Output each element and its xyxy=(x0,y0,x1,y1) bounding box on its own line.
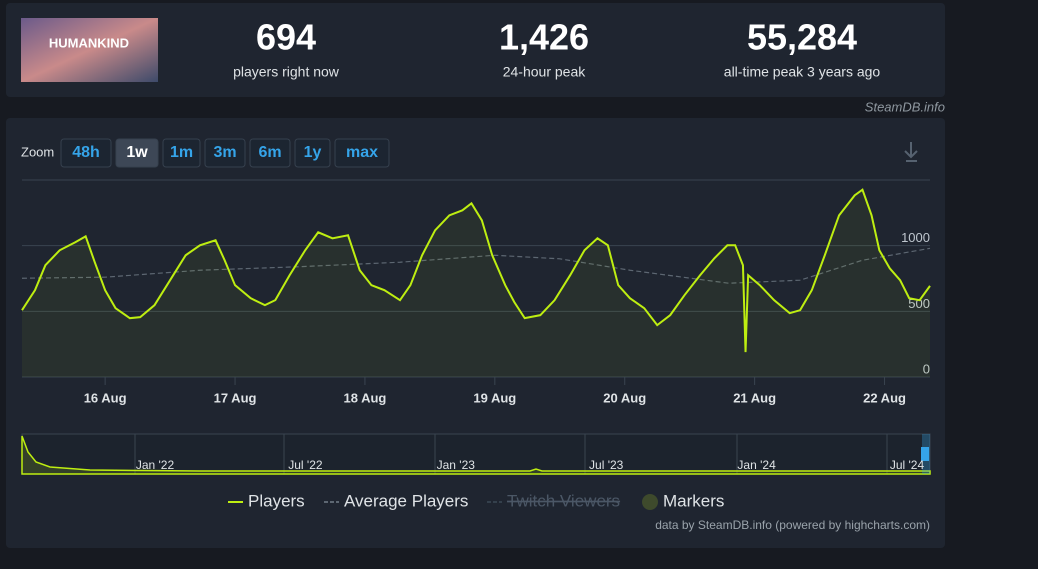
source: SteamDB.info xyxy=(865,99,945,114)
stat-label: all-time peak 3 years ago xyxy=(724,64,881,80)
stat-value: 694 xyxy=(256,17,316,58)
navigator-label: Jan '22 xyxy=(136,458,175,472)
download-icon[interactable] xyxy=(904,142,918,162)
legend-label[interactable]: Markers xyxy=(663,491,724,510)
x-tick-label: 21 Aug xyxy=(733,390,776,405)
credits: data by SteamDB.info (powered by highcha… xyxy=(655,518,930,532)
zoom-label: Zoom xyxy=(21,144,54,159)
navigator-label: Jul '22 xyxy=(288,458,323,472)
x-tick-label: 22 Aug xyxy=(863,390,906,405)
navigator-label: Jan '23 xyxy=(437,458,476,472)
zoom-button[interactable] xyxy=(162,138,201,168)
legend-label[interactable]: Players xyxy=(248,491,305,510)
x-tick-label: 18 Aug xyxy=(344,390,387,405)
stat-label: 24-hour peak xyxy=(503,64,587,80)
legend-symbol[interactable] xyxy=(642,494,658,510)
zoom-button[interactable] xyxy=(334,138,390,168)
navigator-label: Jul '23 xyxy=(589,458,624,472)
legend-label[interactable]: Twitch Viewers xyxy=(507,491,620,510)
zoom-button-label[interactable]: 1w xyxy=(126,144,148,161)
stat-value: 55,284 xyxy=(747,17,857,58)
zoom-button-label[interactable]: 6m xyxy=(258,144,281,161)
zoom-button[interactable] xyxy=(294,138,331,168)
stat-value: 1,426 xyxy=(499,17,589,58)
players-area xyxy=(22,189,930,377)
navigator-label: Jul '24 xyxy=(890,458,925,472)
zoom-button-label[interactable]: max xyxy=(346,144,378,161)
zoom-button-label[interactable]: 3m xyxy=(213,144,236,161)
navigator-label: Jan '24 xyxy=(737,458,776,472)
zoom-button[interactable] xyxy=(115,138,159,168)
navigator-line xyxy=(21,435,931,475)
zoom-button[interactable] xyxy=(60,138,112,168)
x-tick-label: 19 Aug xyxy=(473,390,516,405)
average-line xyxy=(21,247,931,284)
y-tick-label: 0 xyxy=(923,361,930,376)
legend-label[interactable]: Average Players xyxy=(344,491,468,510)
players-line xyxy=(21,188,931,353)
stat-label: players right now xyxy=(233,64,340,80)
zoom-button-label[interactable]: 1m xyxy=(170,144,193,161)
x-tick-label: 20 Aug xyxy=(603,390,646,405)
game-title: HUMANKIND xyxy=(49,35,129,50)
x-tick-label: 17 Aug xyxy=(214,390,257,405)
navigator xyxy=(21,433,931,475)
zoom-button[interactable] xyxy=(204,138,246,168)
zoom-button-label[interactable]: 1y xyxy=(304,144,322,161)
game-image xyxy=(21,18,158,82)
y-tick-label: 1000 xyxy=(901,230,930,245)
zoom-button[interactable] xyxy=(249,138,291,168)
zoom-button-label[interactable]: 48h xyxy=(72,144,100,161)
navigator-handle[interactable] xyxy=(921,447,929,461)
stats-panel xyxy=(6,3,945,97)
x-tick-label: 16 Aug xyxy=(84,390,127,405)
